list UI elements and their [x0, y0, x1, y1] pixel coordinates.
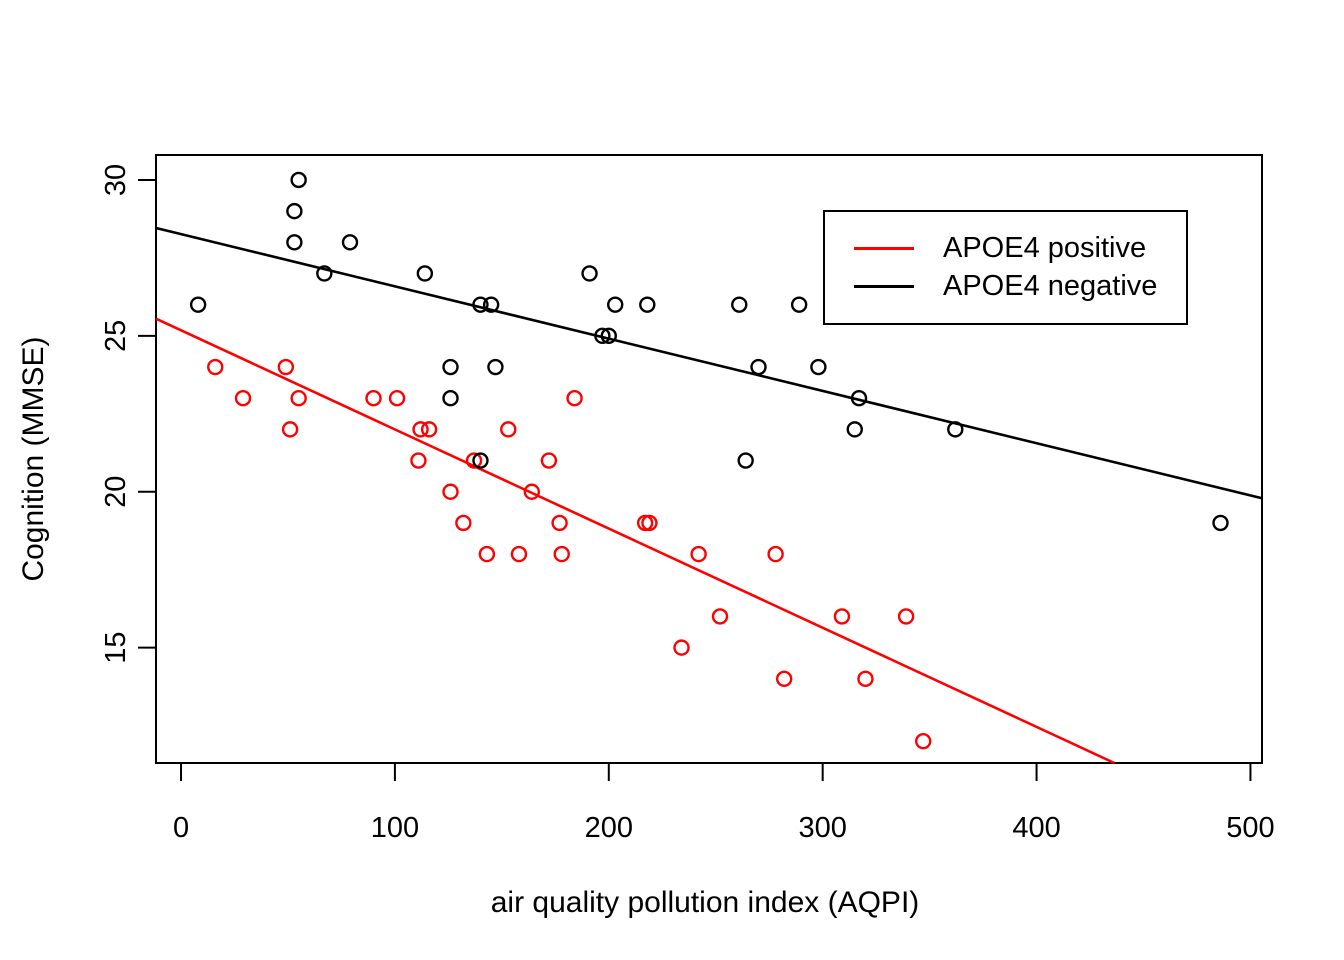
- data-point: [510, 545, 528, 563]
- legend-line-swatch-black: [854, 285, 914, 288]
- data-point: [775, 670, 793, 688]
- data-point: [442, 483, 459, 500]
- legend-line-swatch-red: [854, 247, 914, 250]
- data-point: [442, 358, 459, 376]
- legend-item-negative: APOE4 negative: [825, 268, 1186, 306]
- data-point: [365, 390, 382, 407]
- data-point: [810, 358, 827, 376]
- data-point: [731, 296, 748, 313]
- data-point: [857, 670, 874, 688]
- data-point: [897, 608, 915, 625]
- data-point: [833, 608, 851, 625]
- data-point: [420, 421, 438, 438]
- fit-line-apoe4-negative: [155, 226, 1263, 500]
- data-point: [478, 545, 496, 563]
- data-point: [412, 421, 429, 438]
- data-point: [341, 234, 359, 251]
- data-point: [673, 639, 690, 656]
- data-point: [553, 545, 570, 563]
- data-point: [540, 452, 558, 469]
- data-point: [711, 608, 729, 625]
- data-point: [472, 296, 489, 313]
- x-axis-title: air quality pollution index (AQPI): [490, 886, 920, 919]
- data-point: [316, 265, 333, 282]
- data-point: [465, 452, 483, 469]
- data-point: [915, 732, 932, 750]
- data-point: [737, 452, 754, 469]
- x-tick-label: 100: [371, 812, 419, 844]
- data-point: [850, 390, 868, 407]
- data-point: [290, 171, 307, 189]
- data-point: [790, 296, 808, 313]
- data-point: [600, 327, 617, 345]
- plot-box: [155, 154, 1263, 764]
- y-tick-label: 30: [100, 164, 132, 196]
- data-point: [551, 514, 568, 532]
- data-point: [566, 390, 583, 407]
- legend-item-positive: APOE4 positive: [825, 230, 1186, 268]
- fit-line-apoe4-positive: [155, 317, 1115, 765]
- data-point: [416, 265, 434, 282]
- x-tick-label: 400: [1012, 812, 1060, 844]
- data-point: [455, 514, 472, 532]
- data-point: [594, 327, 611, 345]
- data-point: [286, 234, 303, 251]
- legend: APOE4 positive APOE4 negative: [823, 210, 1188, 325]
- y-tick-label: 20: [100, 476, 132, 508]
- data-point: [410, 452, 427, 469]
- data-point: [846, 421, 863, 438]
- data-point: [207, 358, 224, 376]
- data-point: [523, 483, 540, 500]
- y-tick-label: 25: [100, 320, 132, 352]
- data-point: [290, 390, 307, 407]
- x-tick-label: 500: [1226, 812, 1274, 844]
- data-point: [388, 390, 406, 407]
- x-tick-label: 300: [798, 812, 846, 844]
- data-point: [750, 358, 767, 376]
- data-point: [234, 390, 252, 407]
- y-axis-title: Cognition (MMSE): [17, 336, 50, 582]
- data-point: [581, 265, 598, 282]
- data-point: [277, 358, 295, 376]
- data-point: [607, 296, 624, 313]
- legend-label: APOE4 negative: [943, 270, 1158, 302]
- x-tick-label: 200: [585, 812, 633, 844]
- legend-label: APOE4 positive: [943, 232, 1147, 264]
- data-point: [690, 545, 707, 563]
- data-point: [947, 421, 964, 438]
- x-tick-label: 0: [173, 812, 189, 844]
- data-point: [482, 296, 500, 313]
- data-point: [189, 296, 207, 313]
- data-point: [487, 358, 504, 376]
- data-point: [281, 421, 299, 438]
- data-point: [636, 514, 654, 532]
- data-point: [1212, 514, 1229, 532]
- data-point: [472, 452, 489, 469]
- y-tick-label: 15: [100, 632, 132, 664]
- data-point: [767, 545, 784, 563]
- data-point: [641, 514, 658, 532]
- data-point: [442, 390, 459, 407]
- data-point: [500, 421, 517, 438]
- data-point: [639, 296, 656, 313]
- data-point: [286, 202, 303, 220]
